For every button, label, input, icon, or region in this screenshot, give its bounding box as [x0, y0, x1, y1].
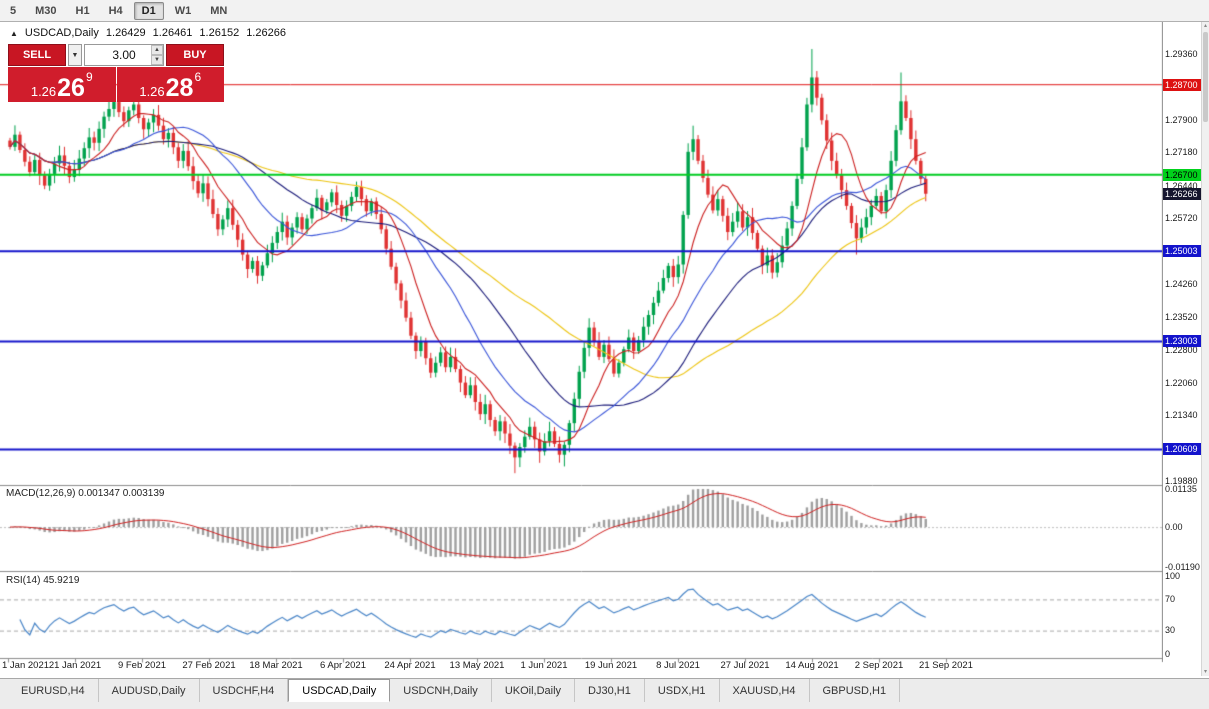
sell-button[interactable]: SELL — [8, 44, 66, 66]
low-value: 1.26152 — [199, 27, 240, 39]
price-axis: 1.29360 1.27900 1.27180 1.26440 1.25720 1.242… — [1163, 22, 1201, 676]
tf-button-m30[interactable]: M30 — [35, 4, 57, 17]
buy-price-base: 1.26 — [139, 84, 165, 99]
chart-scrollbar[interactable]: ▴ ▾ — [1201, 22, 1209, 676]
date-axis: 1 Jan 2021 21 Jan 2021 9 Feb 2021 27 Feb 20… — [0, 660, 1163, 674]
sell-price-base: 1.26 — [30, 84, 57, 99]
rsi-axis-label: 30 — [1165, 625, 1176, 636]
date-label: 24 Apr 2021 — [384, 660, 436, 671]
date-label: 21 Sep 2021 — [919, 660, 973, 671]
tf-button-d1[interactable]: D1 — [133, 1, 164, 20]
tab-usdchf-h4[interactable]: USDCHF,H4 — [200, 679, 289, 702]
chevron-down-icon: ▼ — [71, 51, 79, 59]
ohlc-header: ▲ USDCAD,Daily 1.26429 1.26461 1.26152 1… — [10, 27, 286, 39]
price-tick-label: 1.21340 — [1165, 410, 1198, 421]
timeframe-toolbar: 5 M30 H1 H4 D1 W1 MN — [0, 0, 1209, 22]
price-level-badge: 1.28700 — [1163, 78, 1201, 91]
collapse-chart-icon[interactable]: ▲ — [10, 28, 18, 38]
price-tick-label: 1.23520 — [1165, 312, 1198, 323]
tf-button-5[interactable]: 5 — [10, 4, 17, 17]
date-label: 27 Jul 2021 — [720, 660, 770, 671]
tf-button-mn[interactable]: MN — [210, 4, 228, 17]
date-label: 27 Feb 2021 — [182, 660, 236, 671]
tab-usdcad-daily[interactable]: USDCAD,Daily — [288, 679, 391, 702]
price-tick-label: 1.27900 — [1165, 114, 1198, 125]
price-level-badge: 1.20609 — [1163, 443, 1201, 456]
price-tick-label: 1.27180 — [1165, 147, 1198, 158]
tab-audusd-daily[interactable]: AUDUSD,Daily — [99, 679, 200, 702]
price-level-badge: 1.26700 — [1163, 168, 1201, 181]
date-label: 6 Apr 2021 — [320, 660, 366, 671]
date-label: 9 Feb 2021 — [117, 660, 167, 671]
rsi-axis-label: 100 — [1165, 570, 1181, 581]
rsi-header: RSI(14) 45.9219 — [6, 575, 80, 586]
high-value: 1.26461 — [152, 27, 193, 39]
date-label: 8 Jul 2021 — [656, 660, 700, 671]
tf-button-w1[interactable]: W1 — [174, 4, 192, 17]
price-level-badge: 1.26266 — [1163, 188, 1201, 201]
tab-gbpusd-h1[interactable]: GBPUSD,H1 — [810, 679, 901, 702]
date-label: 1 Jun 2021 — [520, 660, 568, 671]
scroll-up-icon[interactable]: ▴ — [1203, 23, 1207, 29]
price-level-badge: 1.23003 — [1163, 335, 1201, 348]
price-tick-label: 1.29360 — [1165, 48, 1198, 59]
tab-ukoil-daily[interactable]: UKOil,Daily — [492, 679, 576, 702]
volume-input[interactable]: 3.00 ▲ ▼ — [84, 44, 164, 66]
tab-usdx-h1[interactable]: USDX,H1 — [645, 679, 720, 702]
buy-price[interactable]: 1.26 28 6 — [116, 67, 224, 102]
order-type-dropdown[interactable]: ▼ — [68, 44, 82, 66]
buy-button[interactable]: BUY — [166, 44, 224, 66]
volume-stepper: ▲ ▼ — [151, 45, 163, 65]
price-tick-label: 1.26440 — [1165, 180, 1198, 191]
price-tick-label: 1.25720 — [1165, 213, 1198, 224]
rsi-axis-label: 70 — [1165, 593, 1176, 604]
date-label: 18 Mar 2021 — [249, 660, 303, 671]
scroll-down-icon[interactable]: ▾ — [1203, 669, 1207, 675]
tab-usdcnh-daily[interactable]: USDCNH,Daily — [390, 679, 492, 702]
buy-price-sup: 6 — [194, 70, 202, 84]
tf-button-h1[interactable]: H1 — [75, 4, 90, 17]
price-tick-label: 1.24260 — [1165, 278, 1198, 289]
date-label: 13 May 2021 — [449, 660, 505, 671]
scrollbar-thumb[interactable] — [1203, 32, 1208, 122]
open-value: 1.26429 — [105, 27, 146, 39]
price-level-badge: 1.25003 — [1163, 245, 1201, 258]
rsi-axis-label: 0 — [1165, 648, 1171, 659]
tab-xauusd-h4[interactable]: XAUUSD,H4 — [720, 679, 810, 702]
stepper-down-icon[interactable]: ▼ — [151, 55, 163, 65]
price-chart-canvas[interactable] — [0, 22, 1163, 676]
date-label: 1 Jan 2021 — [2, 660, 50, 671]
macd-axis-label: 0.01135 — [1165, 483, 1197, 494]
symbol-tab-bar: EURUSD,H4 AUDUSD,Daily USDCHF,H4 USDCAD,Dai… — [0, 678, 1209, 702]
volume-value: 3.00 — [112, 48, 136, 62]
tf-button-h4[interactable]: H4 — [108, 4, 123, 17]
date-label: 19 Jun 2021 — [584, 660, 638, 671]
macd-axis-label: 0.00 — [1165, 521, 1183, 532]
date-label: 2 Sep 2021 — [854, 660, 904, 671]
buy-price-big: 28 — [165, 74, 194, 102]
sell-price[interactable]: 1.26 26 9 — [8, 67, 116, 102]
macd-header: MACD(12,26,9) 0.001347 0.003139 — [6, 488, 165, 499]
price-tick-label: 1.19880 — [1165, 476, 1198, 487]
date-label: 21 Jan 2021 — [48, 660, 102, 671]
macd-axis-label: -0.01190 — [1165, 561, 1200, 572]
symbol-title: USDCAD,Daily — [24, 27, 99, 39]
sell-price-sup: 9 — [85, 70, 93, 84]
price-tick-label: 1.22060 — [1165, 377, 1198, 388]
date-label: 14 Aug 2021 — [785, 660, 839, 671]
tab-eurusd-h4[interactable]: EURUSD,H4 — [8, 679, 99, 702]
sell-price-big: 26 — [57, 74, 85, 102]
tab-dj30-h1[interactable]: DJ30,H1 — [575, 679, 645, 702]
bottom-strip — [0, 702, 1209, 709]
price-tick-label: 1.22800 — [1165, 344, 1198, 355]
one-click-trading-panel: SELL ▼ 3.00 ▲ ▼ BUY 1.26 26 9 1.26 28 — [8, 44, 224, 102]
stepper-up-icon[interactable]: ▲ — [151, 45, 163, 55]
close-value: 1.26266 — [246, 27, 286, 39]
